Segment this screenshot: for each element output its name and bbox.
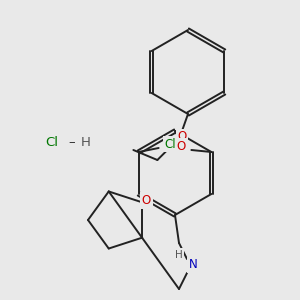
Text: –: –: [69, 136, 75, 149]
Text: H: H: [175, 250, 183, 260]
Text: N: N: [189, 259, 197, 272]
Text: O: O: [142, 194, 151, 207]
Text: Cl: Cl: [165, 137, 176, 151]
Text: H: H: [81, 136, 91, 148]
Text: O: O: [177, 130, 187, 143]
Text: Cl: Cl: [46, 136, 59, 148]
Text: O: O: [177, 140, 186, 152]
